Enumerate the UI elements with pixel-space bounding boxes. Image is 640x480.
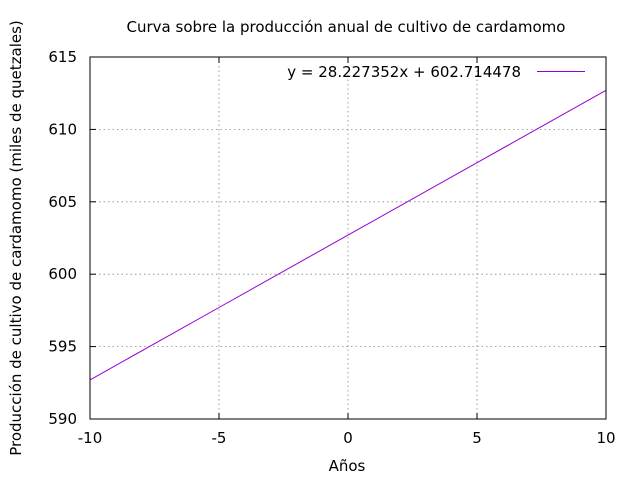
- legend-label: y = 28.227352x + 602.714478: [287, 63, 521, 81]
- y-tick-label: 595: [48, 338, 77, 356]
- grid: [90, 57, 606, 419]
- legend: y = 28.227352x + 602.714478: [287, 63, 585, 81]
- x-tick-label: -10: [78, 429, 103, 447]
- x-tick-label: 5: [472, 429, 482, 447]
- x-tick-label: 0: [343, 429, 353, 447]
- y-axis-label: Producción de cultivo de cardamomo (mile…: [7, 20, 25, 456]
- x-tick-label: 10: [596, 429, 615, 447]
- series-line: [89, 89, 607, 381]
- y-tick-label: 605: [48, 193, 77, 211]
- y-tick-label: 590: [48, 410, 77, 428]
- chart-title: Curva sobre la producción anual de culti…: [127, 18, 566, 36]
- axis-ticks: -10 -5 0 5 10 590 595 600 605 610 615: [48, 48, 615, 447]
- y-tick-label: 600: [48, 265, 77, 283]
- series-layer: [89, 89, 607, 381]
- x-tick-label: -5: [212, 429, 227, 447]
- x-axis-label: Años: [329, 457, 366, 475]
- y-tick-label: 610: [48, 120, 77, 138]
- y-tick-label: 615: [48, 48, 77, 66]
